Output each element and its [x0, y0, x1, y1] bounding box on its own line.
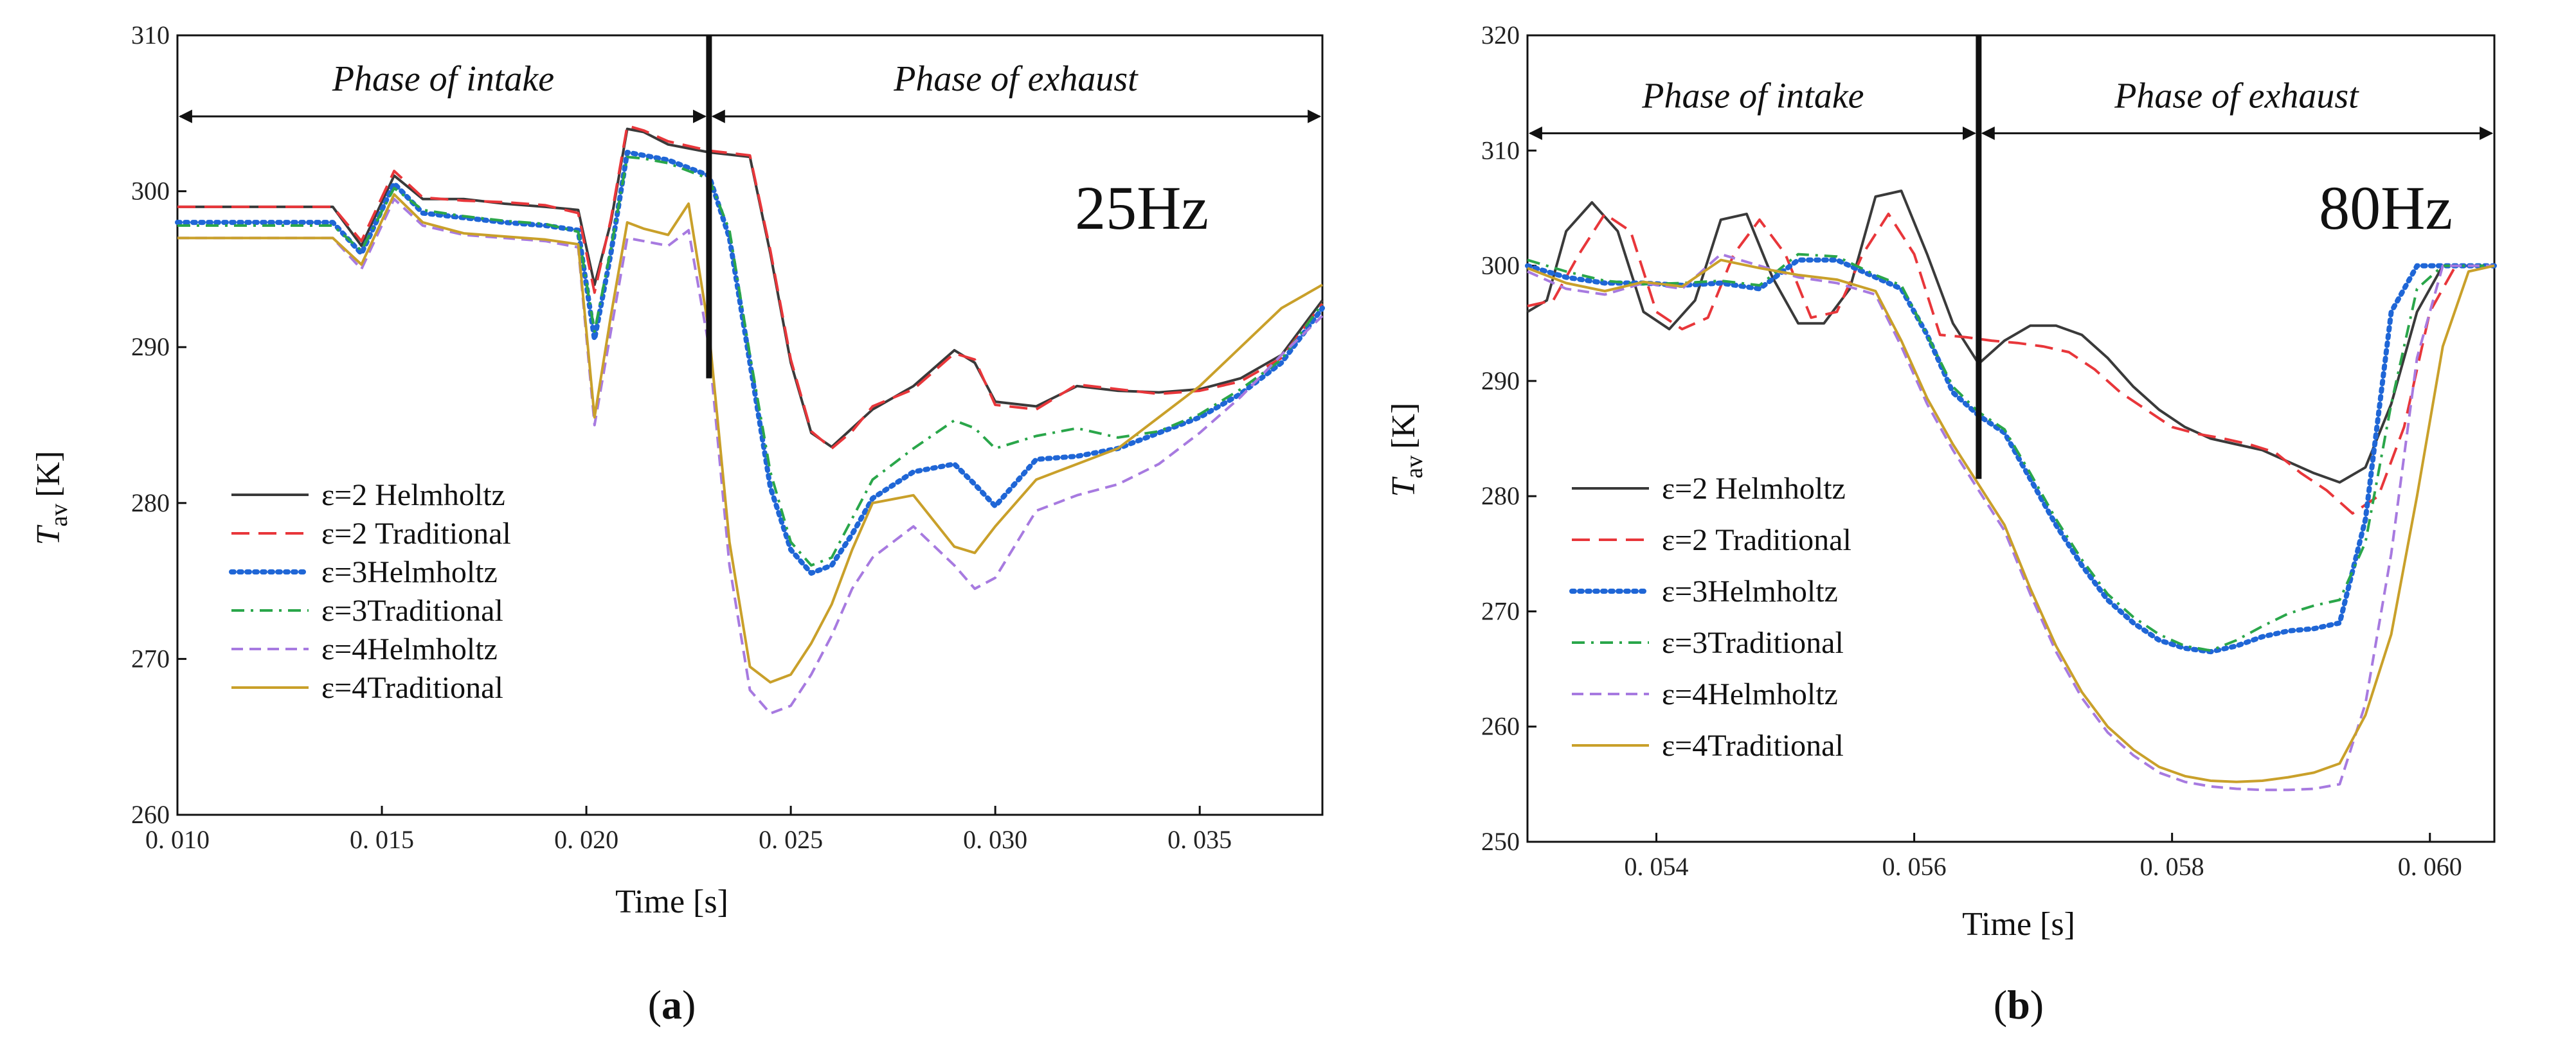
chart-a-xtick-label: 0. 025	[759, 825, 823, 854]
chart-a-ytick-label: 310	[131, 21, 170, 49]
chart-b-ylabel-unit: [K]	[1385, 403, 1422, 449]
chart-a-panel-label: (a)	[648, 982, 696, 1028]
chart-a-ylabel-main: T	[30, 524, 67, 545]
chart-a-ylabel-sub: av	[46, 504, 73, 527]
chart-b-exhaust-label: Phase of exhaust	[2114, 76, 2359, 116]
chart-a-legend-label: ε=4Helmholtz	[321, 632, 498, 666]
chart-a-intake-label: Phase of intake	[332, 59, 554, 99]
chart-b-ylabel-main: T	[1385, 476, 1422, 497]
chart-b-ylabel: Tav [K]	[1385, 403, 1428, 497]
chart-a-xtick-label: 0. 010	[145, 825, 210, 854]
chart-a-ytick-label: 280	[131, 488, 170, 517]
chart-b-series-line	[1526, 190, 2494, 484]
chart-b-series-line	[1527, 258, 2495, 783]
chart-b-panel-label: (b)	[1994, 982, 2044, 1028]
chart-b-panel-letter: b	[2007, 982, 2030, 1028]
chart-a-ylabel-unit: [K]	[30, 451, 67, 497]
chart-a-legend-label: ε=2 Traditional	[321, 517, 511, 551]
chart-a-series-line	[177, 156, 1324, 567]
chart-a-legend-label: ε=2 Helmholtz	[321, 478, 505, 512]
chart-b-legend-label: ε=4Helmholtz	[1662, 677, 1838, 711]
chart-b-series-line	[1527, 212, 2494, 515]
chart-b-xtick-label: 0. 060	[2398, 852, 2462, 881]
chart-a-exhaust-label: Phase of exhaust	[893, 59, 1139, 99]
chart-b-ytick-label: 250	[1481, 827, 1520, 856]
chart-a-xtick-label: 0. 035	[1167, 825, 1232, 854]
chart-a-series-line	[175, 150, 1325, 576]
chart-a-ylabel: Tav [K]	[30, 451, 73, 546]
chart-a-ytick-label: 270	[131, 644, 170, 673]
chart-a-series-line	[177, 197, 1324, 715]
chart-b-ylabel-sub: av	[1401, 456, 1428, 479]
chart-a-ytick-label: 260	[131, 800, 170, 829]
chart-panel-b: 250 260 270 280 290 300 310 320 0. 054 0. 056 0. 0…	[1385, 21, 2497, 1028]
chart-b-xtick-label: 0. 056	[1882, 852, 1947, 881]
chart-a-plot: 260 270 280 290 300 310 0. 010 0. 015 0. 020 0. 0…	[131, 21, 1325, 854]
chart-b-intake-label: Phase of intake	[1641, 76, 1864, 116]
chart-a-series-line	[177, 193, 1323, 684]
chart-b-legend-label: ε=2 Helmholtz	[1662, 472, 1846, 506]
chart-a-frequency-label: 25Hz	[1075, 174, 1209, 242]
chart-b-ytick-label: 290	[1481, 366, 1520, 395]
chart-b-ytick-label: 320	[1481, 21, 1520, 49]
chart-a-legend-label: ε=4Traditional	[321, 671, 503, 705]
chart-b-legend-label: ε=4Traditional	[1662, 729, 1844, 763]
chart-b-xtick-label: 0. 058	[2140, 852, 2204, 881]
chart-a-series-line	[177, 124, 1324, 450]
chart-a-xtick-label: 0. 020	[554, 825, 618, 854]
chart-a-legend-label: ε=3Helmholtz	[321, 555, 498, 589]
chart-b-legend-label: ε=2 Traditional	[1662, 523, 1851, 557]
chart-a-xlabel: Time [s]	[615, 884, 728, 920]
chart-b-xlabel: Time [s]	[1962, 906, 2075, 943]
chart-b-series-line	[1525, 257, 2497, 655]
chart-a-panel-letter: a	[662, 982, 682, 1028]
chart-panel-a: 260 270 280 290 300 310 0. 010 0. 015 0. 020 0. 0…	[30, 21, 1325, 1028]
chart-b-ytick-label: 260	[1481, 712, 1520, 741]
chart-b-xtick-label: 0. 054	[1625, 852, 1689, 881]
chart-b-plot: 250 260 270 280 290 300 310 320 0. 054 0. 056 0. 0…	[1481, 21, 2497, 881]
chart-a-frame	[176, 34, 1324, 816]
chart-a-ytick-label: 300	[131, 177, 170, 206]
chart-a-legend-label: ε=3Traditional	[321, 594, 503, 628]
chart-b-series-line	[1527, 253, 2494, 792]
chart-b-ytick-label: 300	[1481, 251, 1520, 280]
chart-b-legend-label: ε=3Helmholtz	[1662, 574, 1838, 609]
chart-b-ytick-label: 280	[1481, 481, 1520, 510]
chart-a-xtick-label: 0. 030	[963, 825, 1027, 854]
chart-a-ytick-label: 290	[131, 332, 170, 361]
chart-b-frequency-label: 80Hz	[2319, 174, 2453, 242]
chart-a-xtick-label: 0. 015	[350, 825, 414, 854]
chart-b-legend-label: ε=3Traditional	[1662, 626, 1844, 660]
chart-b-frame	[1526, 34, 2496, 843]
chart-b-ytick-label: 310	[1481, 136, 1520, 165]
chart-b-ytick-label: 270	[1481, 596, 1520, 625]
